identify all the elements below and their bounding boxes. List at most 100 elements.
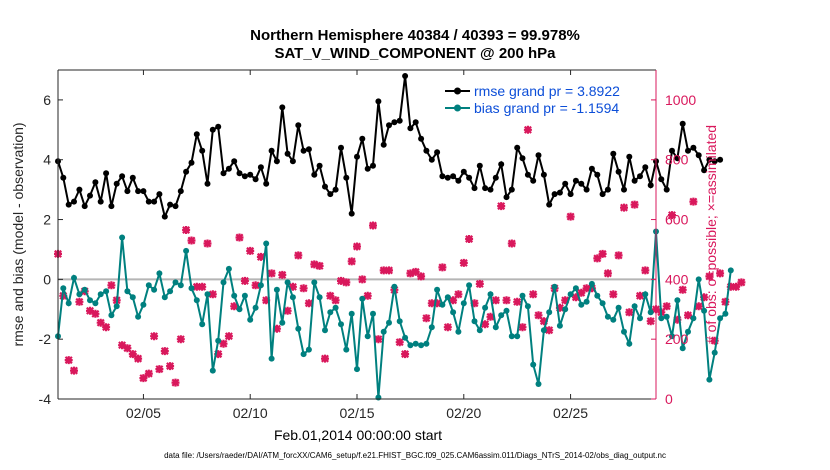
x-tick-label: 02/05 [126, 405, 161, 421]
rmse-point [701, 167, 708, 174]
bias-point [177, 282, 184, 289]
bias-point [599, 300, 606, 307]
obs-marker [187, 236, 196, 245]
rmse-point [476, 162, 483, 169]
obs-marker [160, 347, 169, 356]
rmse-point [647, 182, 654, 189]
bias-point [172, 279, 179, 286]
bias-point [263, 240, 270, 247]
obs-marker [668, 211, 676, 220]
obs-marker [401, 350, 410, 359]
rmse-point [466, 174, 473, 181]
rmse-point [599, 191, 606, 198]
rmse-point [199, 147, 206, 154]
bias-point [556, 322, 563, 329]
legend-bias: bias grand pr = -1.1594 [445, 100, 619, 116]
chart-title-line2: SAT_V_WIND_COMPONENT @ 200 hPa [274, 45, 556, 62]
rmse-point [257, 164, 264, 171]
obs-marker [443, 323, 452, 332]
y-left-tick-label: 4 [43, 152, 51, 168]
rmse-point [604, 186, 611, 193]
x-tick-label: 02/10 [233, 405, 268, 421]
rmse-point [332, 186, 339, 193]
bias-point [466, 282, 473, 289]
bias-point [717, 315, 724, 322]
rmse-point [177, 188, 184, 195]
x-tick-label: 02/25 [553, 405, 588, 421]
obs-marker [198, 282, 207, 291]
obs-marker [593, 254, 602, 263]
rmse-point [305, 146, 312, 153]
legend-rmse-swatch-marker [454, 87, 461, 95]
obs-marker [331, 296, 340, 305]
bias-point [209, 367, 216, 374]
rmse-point [327, 191, 334, 198]
bias-point [514, 333, 521, 340]
bias-point [412, 340, 419, 347]
y-left-axis-label: rmse and bias (model - observation) [10, 122, 26, 346]
rmse-point [76, 186, 83, 193]
rmse-point [135, 188, 142, 195]
bias-point [503, 307, 510, 314]
obs-marker [379, 266, 388, 275]
rmse-point [706, 156, 713, 163]
obs-marker [203, 239, 212, 248]
rmse-point [156, 191, 163, 198]
rmse-point [364, 165, 371, 172]
bias-point [236, 306, 243, 313]
obs-marker [118, 341, 127, 350]
bias-point [332, 304, 339, 311]
bias-point [572, 285, 579, 292]
rmse-point [551, 191, 558, 198]
bias-point [604, 313, 611, 320]
bias-point [247, 316, 254, 323]
bias-point [701, 307, 708, 314]
rmse-point [717, 156, 724, 163]
rmse-point [113, 180, 120, 187]
bias-point [135, 313, 142, 320]
rmse-point [273, 158, 280, 165]
obs-marker [128, 350, 137, 359]
rmse-point [690, 144, 697, 151]
bias-point [669, 333, 675, 340]
rmse-point [386, 122, 392, 129]
rmse-point [375, 98, 382, 105]
bias-point [658, 315, 665, 322]
bias-point [305, 346, 312, 353]
obs-marker [481, 320, 490, 329]
obs-marker [502, 296, 511, 305]
obs-marker [219, 339, 228, 348]
bias-point [626, 340, 633, 347]
bias-point [695, 276, 702, 283]
obs-marker [571, 293, 580, 302]
bias-point [289, 294, 296, 301]
x-tick-label: 02/15 [339, 405, 374, 421]
bias-point [492, 324, 499, 331]
obs-marker [70, 366, 78, 375]
bias-point [450, 309, 457, 316]
bias-point [257, 282, 264, 289]
obs-marker [251, 281, 260, 290]
rmse-point [311, 171, 318, 178]
obs-marker [342, 278, 351, 287]
obs-marker [139, 374, 148, 383]
obs-marker [636, 291, 644, 300]
obs-marker [486, 312, 495, 321]
rmse-point [103, 170, 110, 177]
bias-point [722, 310, 729, 317]
rmse-point [220, 170, 227, 177]
bias-point [119, 234, 126, 241]
rmse-point [348, 210, 355, 217]
bias-point [524, 303, 531, 310]
rmse-point [391, 119, 398, 126]
bias-point [642, 291, 649, 298]
bias-point [455, 328, 462, 335]
rmse-point [209, 126, 216, 133]
rmse-point [663, 186, 670, 193]
obs-marker [262, 296, 271, 305]
obs-marker [497, 202, 506, 211]
obs-marker [689, 197, 698, 206]
rmse-point [167, 201, 174, 208]
bias-point [188, 285, 195, 292]
obs-marker [304, 299, 313, 308]
